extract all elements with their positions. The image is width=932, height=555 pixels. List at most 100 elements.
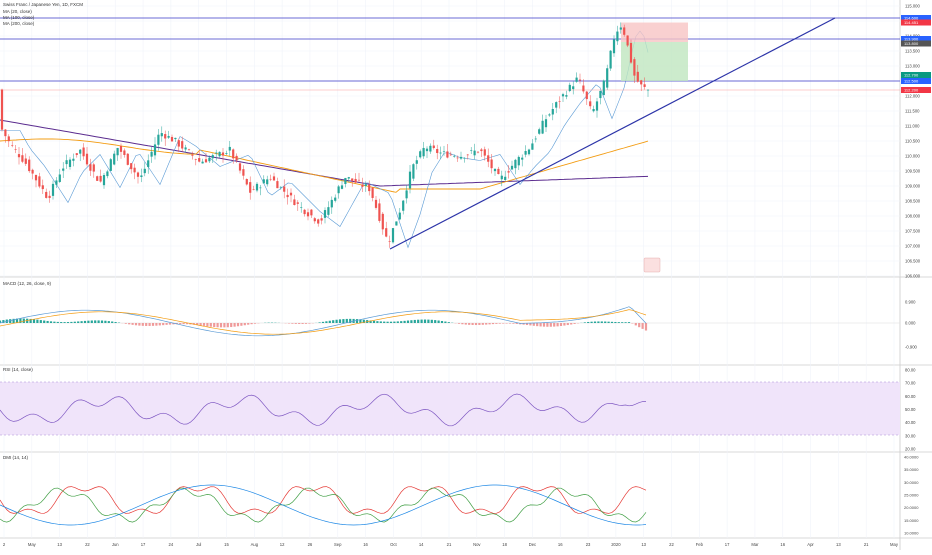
- candle[interactable]: [79, 150, 81, 154]
- candle[interactable]: [297, 202, 299, 203]
- candle[interactable]: [93, 164, 95, 171]
- candle[interactable]: [423, 148, 425, 156]
- candle[interactable]: [338, 186, 340, 193]
- candle[interactable]: [542, 121, 544, 134]
- candle[interactable]: [535, 139, 537, 140]
- candle[interactable]: [511, 166, 513, 170]
- candle[interactable]: [174, 138, 176, 139]
- candle[interactable]: [72, 159, 74, 161]
- candle[interactable]: [385, 228, 387, 236]
- candle[interactable]: [358, 180, 360, 181]
- candle[interactable]: [117, 148, 119, 155]
- candle[interactable]: [151, 152, 153, 157]
- legend-ma20[interactable]: MA (20, close): [3, 9, 32, 14]
- candle[interactable]: [559, 101, 561, 102]
- candle[interactable]: [406, 190, 408, 198]
- candle[interactable]: [110, 159, 112, 171]
- candle[interactable]: [361, 185, 363, 187]
- legend-dmi[interactable]: DMI (14, 14): [3, 455, 28, 460]
- candle[interactable]: [106, 171, 108, 176]
- candle[interactable]: [144, 169, 146, 173]
- candle[interactable]: [15, 149, 17, 150]
- candle[interactable]: [310, 210, 312, 216]
- candle[interactable]: [168, 136, 170, 138]
- candle[interactable]: [365, 184, 367, 186]
- candle[interactable]: [514, 160, 516, 168]
- candle[interactable]: [545, 119, 547, 127]
- candle[interactable]: [375, 200, 377, 208]
- candle[interactable]: [86, 154, 88, 165]
- candle[interactable]: [603, 80, 605, 95]
- candle[interactable]: [467, 155, 469, 156]
- dmi-plus-line[interactable]: [0, 488, 646, 522]
- candle[interactable]: [130, 163, 132, 169]
- candle[interactable]: [351, 178, 353, 180]
- candle[interactable]: [59, 174, 61, 181]
- candle[interactable]: [474, 151, 476, 156]
- candle[interactable]: [314, 218, 316, 221]
- candle[interactable]: [596, 101, 598, 110]
- candle[interactable]: [562, 94, 564, 96]
- candle[interactable]: [572, 86, 574, 89]
- candle[interactable]: [8, 136, 10, 141]
- price-scale[interactable]: 115.000114.500114.000113.500113.000112.5…: [901, 4, 931, 536]
- candle[interactable]: [317, 219, 319, 223]
- candle[interactable]: [239, 163, 241, 170]
- candle[interactable]: [157, 135, 159, 145]
- candle[interactable]: [263, 179, 265, 183]
- candle[interactable]: [225, 153, 227, 154]
- candle[interactable]: [178, 140, 180, 146]
- candle[interactable]: [32, 170, 34, 174]
- price-pane[interactable]: [0, 18, 900, 272]
- candle[interactable]: [508, 171, 510, 172]
- candle[interactable]: [205, 159, 207, 162]
- candle[interactable]: [640, 80, 642, 84]
- candle[interactable]: [443, 151, 445, 152]
- candle[interactable]: [232, 149, 234, 158]
- candle[interactable]: [382, 214, 384, 230]
- candle[interactable]: [304, 210, 306, 214]
- candle[interactable]: [290, 193, 292, 196]
- candle[interactable]: [49, 196, 51, 198]
- candle[interactable]: [100, 176, 102, 182]
- candle[interactable]: [154, 144, 156, 155]
- candle[interactable]: [504, 177, 506, 180]
- rsi-pane[interactable]: [0, 382, 900, 435]
- legend-ma100[interactable]: MA (100, close): [3, 15, 34, 20]
- candle[interactable]: [518, 157, 520, 165]
- candle[interactable]: [127, 154, 129, 165]
- candle[interactable]: [586, 92, 588, 99]
- candle[interactable]: [219, 152, 221, 156]
- candle[interactable]: [38, 176, 40, 186]
- candle[interactable]: [89, 164, 91, 171]
- stop-zone[interactable]: [621, 23, 688, 43]
- candle[interactable]: [409, 172, 411, 189]
- candle[interactable]: [599, 91, 601, 98]
- legend-ma200[interactable]: MA (200, close): [3, 21, 34, 26]
- candle[interactable]: [273, 176, 275, 180]
- candle[interactable]: [280, 187, 282, 188]
- adx-line[interactable]: [0, 485, 646, 525]
- events-marker[interactable]: [644, 258, 660, 272]
- candle[interactable]: [494, 169, 496, 171]
- candle[interactable]: [331, 200, 333, 207]
- candle[interactable]: [134, 168, 136, 173]
- candle[interactable]: [21, 155, 23, 162]
- candle[interactable]: [593, 109, 595, 111]
- candle[interactable]: [368, 185, 370, 191]
- candle[interactable]: [555, 102, 557, 108]
- candle[interactable]: [392, 228, 394, 242]
- candle[interactable]: [576, 78, 578, 82]
- candle[interactable]: [477, 152, 479, 153]
- candle[interactable]: [426, 149, 428, 152]
- candle[interactable]: [355, 179, 357, 183]
- candle[interactable]: [45, 192, 47, 198]
- candle[interactable]: [256, 184, 258, 191]
- candle[interactable]: [552, 109, 554, 114]
- candle[interactable]: [270, 179, 272, 180]
- candle[interactable]: [620, 27, 622, 29]
- candle[interactable]: [103, 175, 105, 185]
- candle[interactable]: [647, 90, 649, 91]
- candle[interactable]: [457, 158, 459, 159]
